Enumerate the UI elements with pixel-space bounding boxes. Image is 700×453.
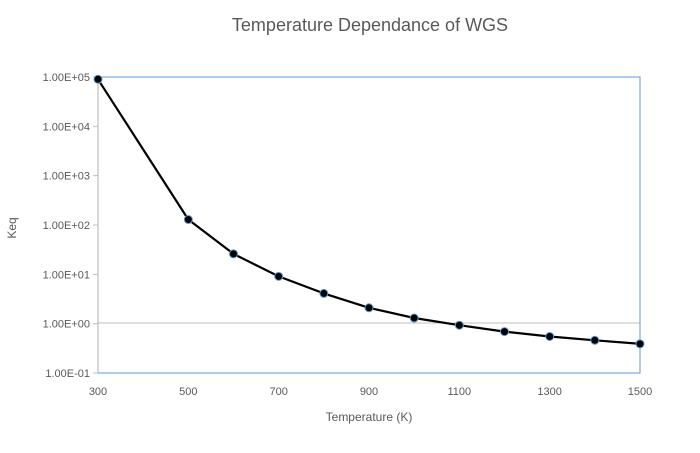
data-point xyxy=(319,288,329,298)
y-tick-label: 1.00E+00 xyxy=(43,319,90,331)
data-point xyxy=(274,271,284,281)
series-line xyxy=(97,78,641,345)
data-point xyxy=(454,320,464,330)
data-point xyxy=(409,313,419,323)
x-tick-label: 500 xyxy=(179,386,197,398)
data-point xyxy=(500,327,509,337)
chart-title: Temperature Dependance of WGS xyxy=(232,15,508,35)
x-tick-label: 300 xyxy=(89,386,107,398)
plot-area-border xyxy=(97,76,641,374)
x-tick-label: 1300 xyxy=(537,386,561,398)
y-tick-label: 1.00E+05 xyxy=(43,72,90,84)
data-point xyxy=(93,74,103,84)
data-point xyxy=(590,335,600,345)
data-point xyxy=(183,215,193,225)
data-point xyxy=(635,339,645,349)
x-tick-label: 700 xyxy=(269,386,287,398)
y-tick-label: 1.00E+01 xyxy=(43,269,90,281)
data-point xyxy=(545,331,555,341)
data-point xyxy=(364,303,374,313)
data-point xyxy=(229,249,238,259)
y-tick-label: 1.00E-01 xyxy=(45,368,90,380)
x-tick-label: 1500 xyxy=(628,386,652,398)
y-tick-label: 1.00E+03 xyxy=(43,171,90,183)
x-tick-label: 900 xyxy=(360,386,378,398)
y-tick-label: 1.00E+04 xyxy=(43,121,90,133)
x-tick-label: 1100 xyxy=(448,386,472,398)
x-axis-label: Temperature (K) xyxy=(326,410,413,424)
y-tick-label: 1.00E+02 xyxy=(43,220,90,232)
y-axis-label: Keq xyxy=(5,217,19,238)
